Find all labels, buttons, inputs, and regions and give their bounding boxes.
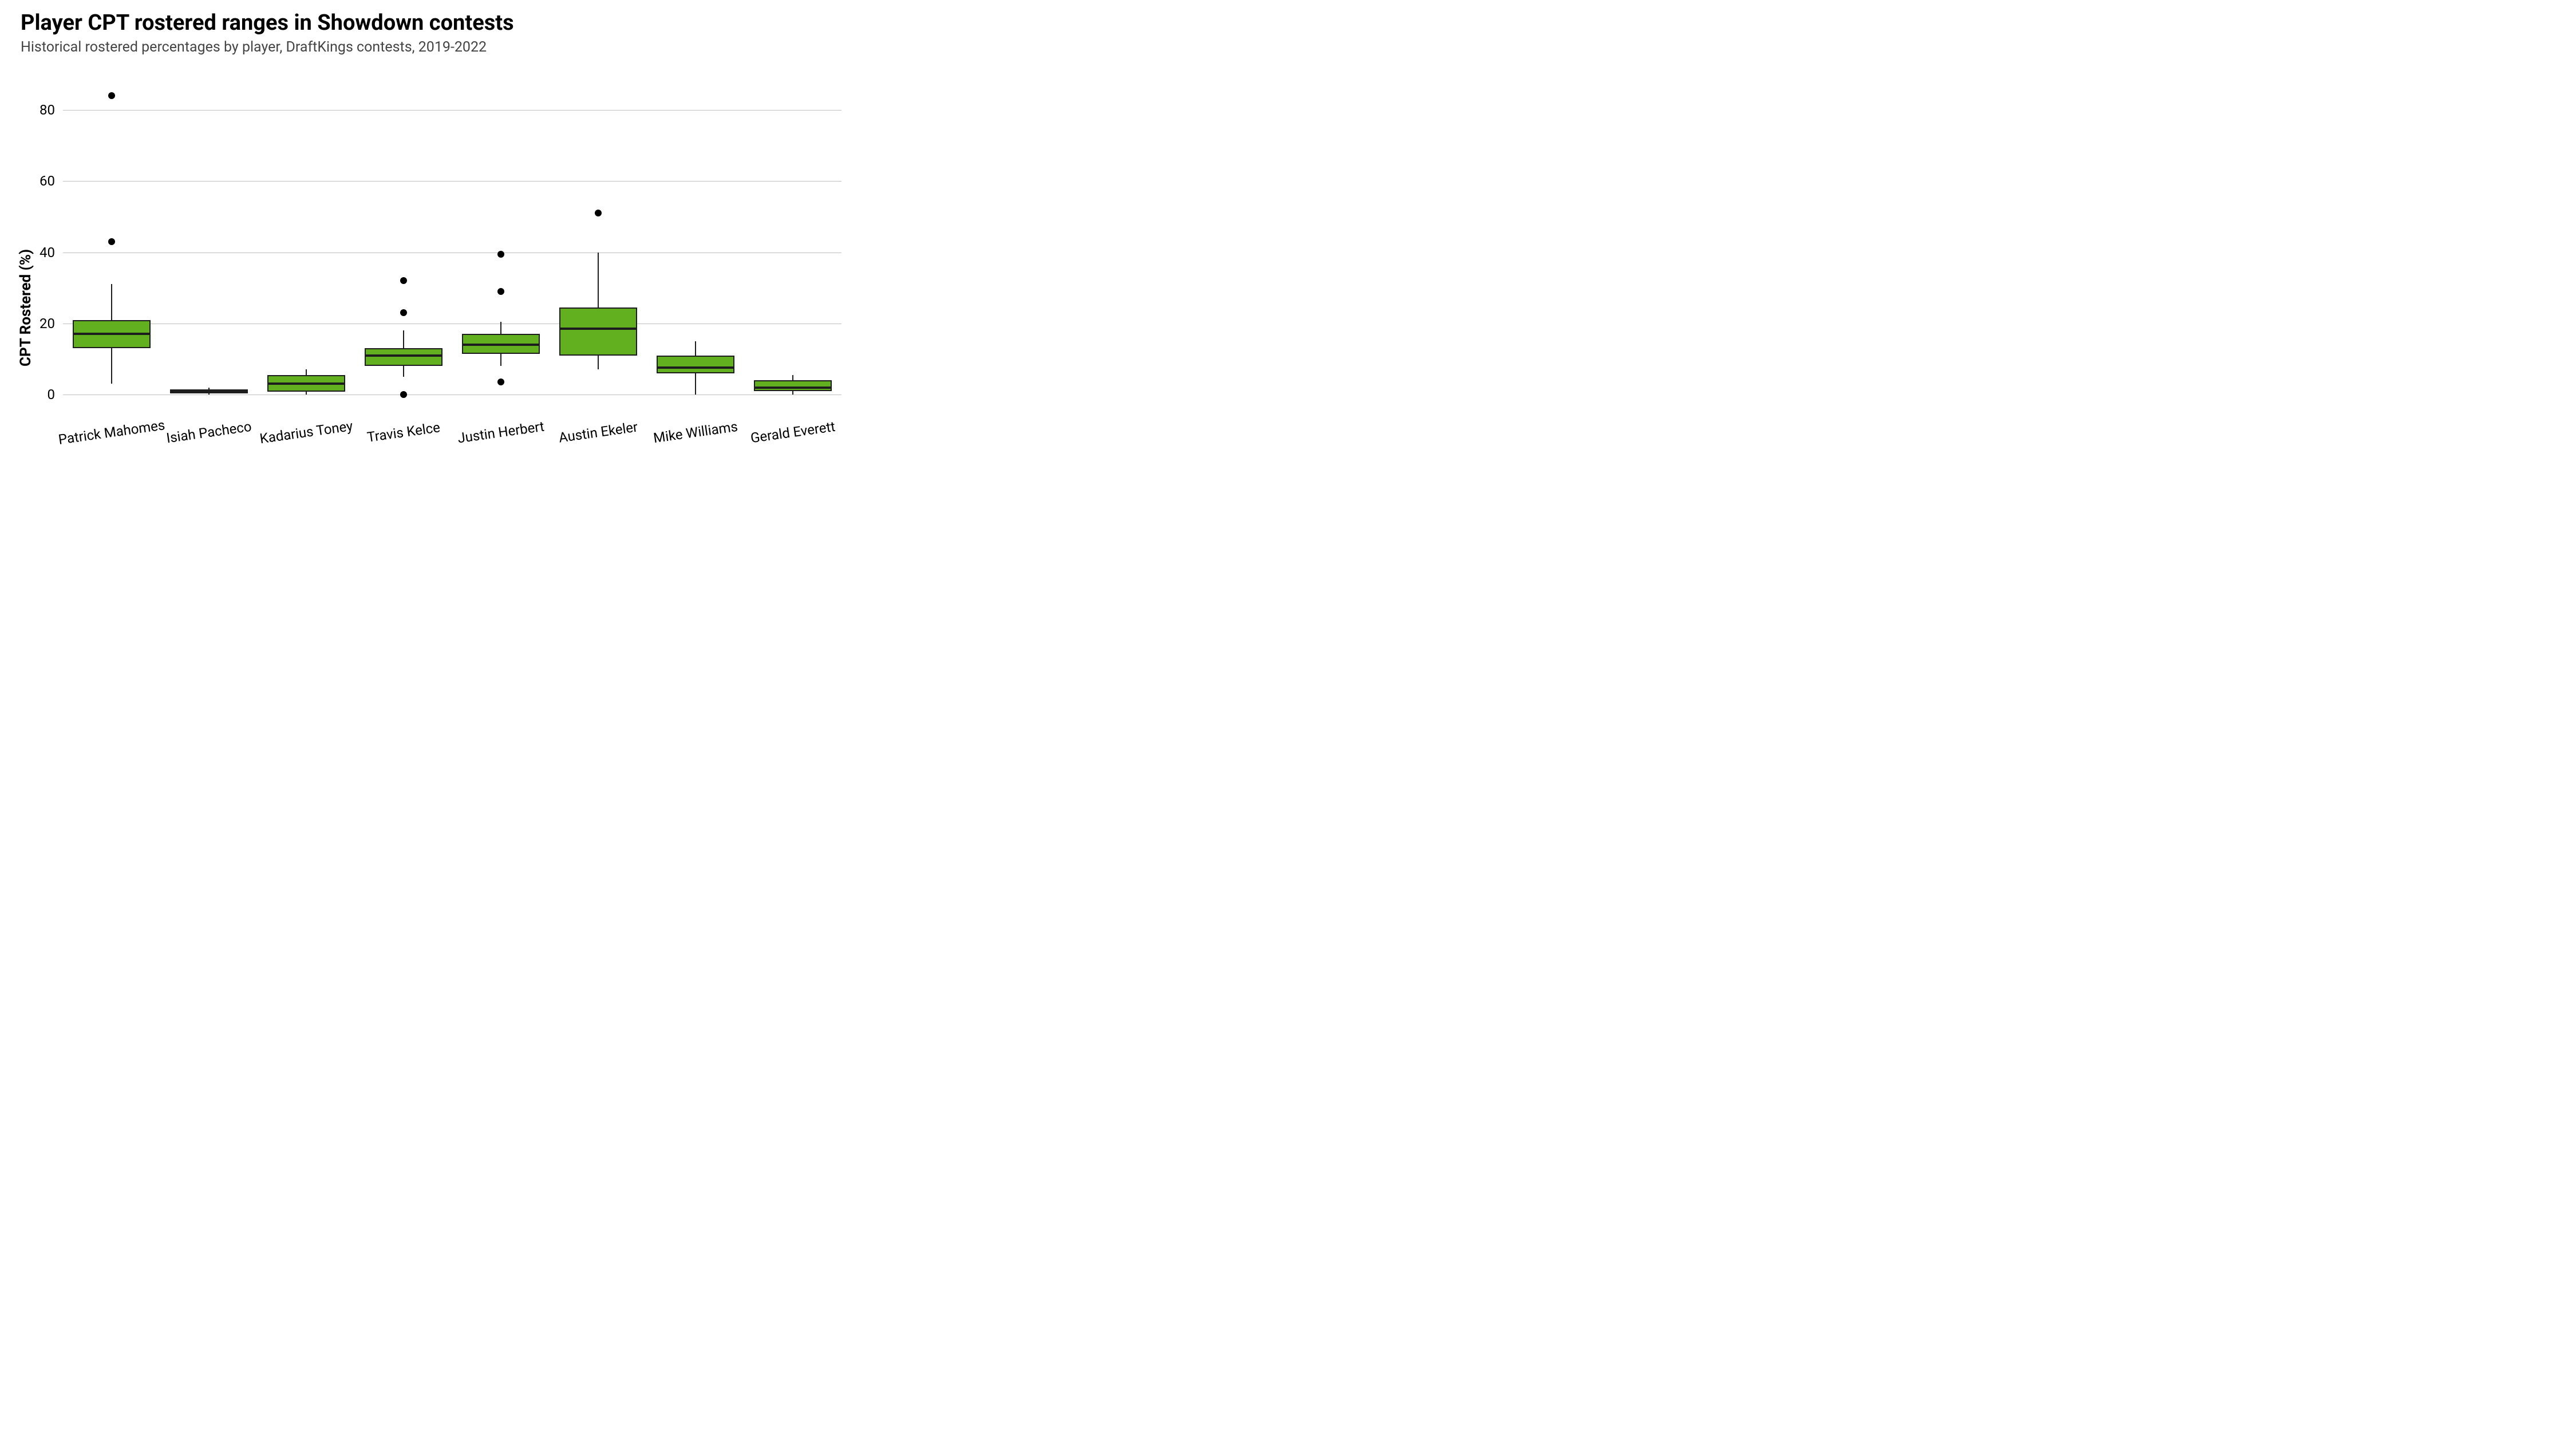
outlier-point bbox=[400, 309, 407, 316]
y-axis-label: CPT Rostered (%) bbox=[17, 249, 34, 366]
outlier-point bbox=[497, 251, 504, 258]
median-line bbox=[365, 354, 442, 357]
outlier-point bbox=[497, 288, 504, 295]
median-line bbox=[267, 383, 345, 385]
x-tick-label: Isiah Pacheco bbox=[165, 419, 252, 447]
gridline bbox=[63, 181, 841, 182]
chart-container: Player CPT rostered ranges in Showdown c… bbox=[0, 0, 859, 481]
y-tick-label: 40 bbox=[39, 245, 63, 261]
outlier-point bbox=[595, 210, 602, 216]
box bbox=[657, 356, 734, 373]
outlier-point bbox=[400, 391, 407, 398]
median-line bbox=[170, 391, 248, 393]
x-tick-label: Travis Kelce bbox=[366, 419, 441, 445]
x-tick-label: Patrick Mahomes bbox=[57, 417, 166, 448]
x-tick-label: Mike Williams bbox=[653, 419, 739, 446]
outlier-point bbox=[108, 92, 115, 99]
y-tick-label: 20 bbox=[39, 316, 63, 332]
y-tick-label: 80 bbox=[39, 102, 63, 118]
outlier-point bbox=[108, 238, 115, 245]
y-tick-label: 0 bbox=[48, 387, 64, 403]
x-tick-label: Kadarius Toney bbox=[259, 418, 354, 447]
median-line bbox=[657, 366, 734, 369]
plot-area: 020406080Patrick MahomesIsiah PachecoKad… bbox=[63, 74, 841, 412]
chart-subtitle: Historical rostered percentages by playe… bbox=[21, 39, 487, 56]
median-line bbox=[73, 333, 151, 335]
median-line bbox=[559, 328, 637, 330]
y-tick-label: 60 bbox=[39, 173, 63, 189]
box bbox=[754, 380, 832, 391]
median-line bbox=[462, 344, 540, 346]
x-tick-label: Austin Ekeler bbox=[558, 419, 639, 445]
x-tick-label: Justin Herbert bbox=[457, 419, 546, 447]
outlier-point bbox=[497, 379, 504, 385]
median-line bbox=[754, 387, 832, 389]
x-tick-label: Gerald Everett bbox=[749, 419, 836, 446]
chart-title: Player CPT rostered ranges in Showdown c… bbox=[21, 10, 514, 36]
box bbox=[559, 307, 637, 356]
outlier-point bbox=[400, 277, 407, 284]
box bbox=[365, 348, 442, 366]
gridline bbox=[63, 110, 841, 111]
